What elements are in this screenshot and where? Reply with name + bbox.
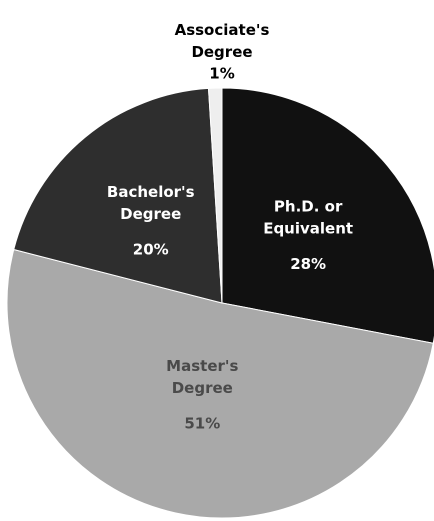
slice-value: 1% xyxy=(209,65,234,83)
slice-value: 20% xyxy=(133,240,169,258)
pie-slice xyxy=(221,87,434,344)
slice-label-line: Bachelor's xyxy=(107,182,195,200)
slice-label: Bachelor's Degree xyxy=(107,182,195,222)
slice-label-line: Ph.D. or xyxy=(274,197,343,215)
slice-label-line: Equivalent xyxy=(263,219,353,237)
slice-label-line: Associate's xyxy=(175,21,270,39)
slice-label: Ph.D. or Equivalent xyxy=(263,197,353,237)
pie-slice xyxy=(13,87,223,304)
slice-label: Associate's Degree xyxy=(175,21,270,61)
slice-label: Master's Degree xyxy=(166,357,238,397)
slice-value: 51% xyxy=(184,415,220,433)
slice-label-line: Degree xyxy=(172,379,233,397)
slice-value: 28% xyxy=(290,255,326,273)
slice-label-line: Degree xyxy=(120,204,181,222)
pie-slice xyxy=(207,87,223,304)
pie-slice xyxy=(6,248,434,519)
slice-label-line: Degree xyxy=(191,43,252,61)
slice-label-line: Master's xyxy=(166,357,238,375)
